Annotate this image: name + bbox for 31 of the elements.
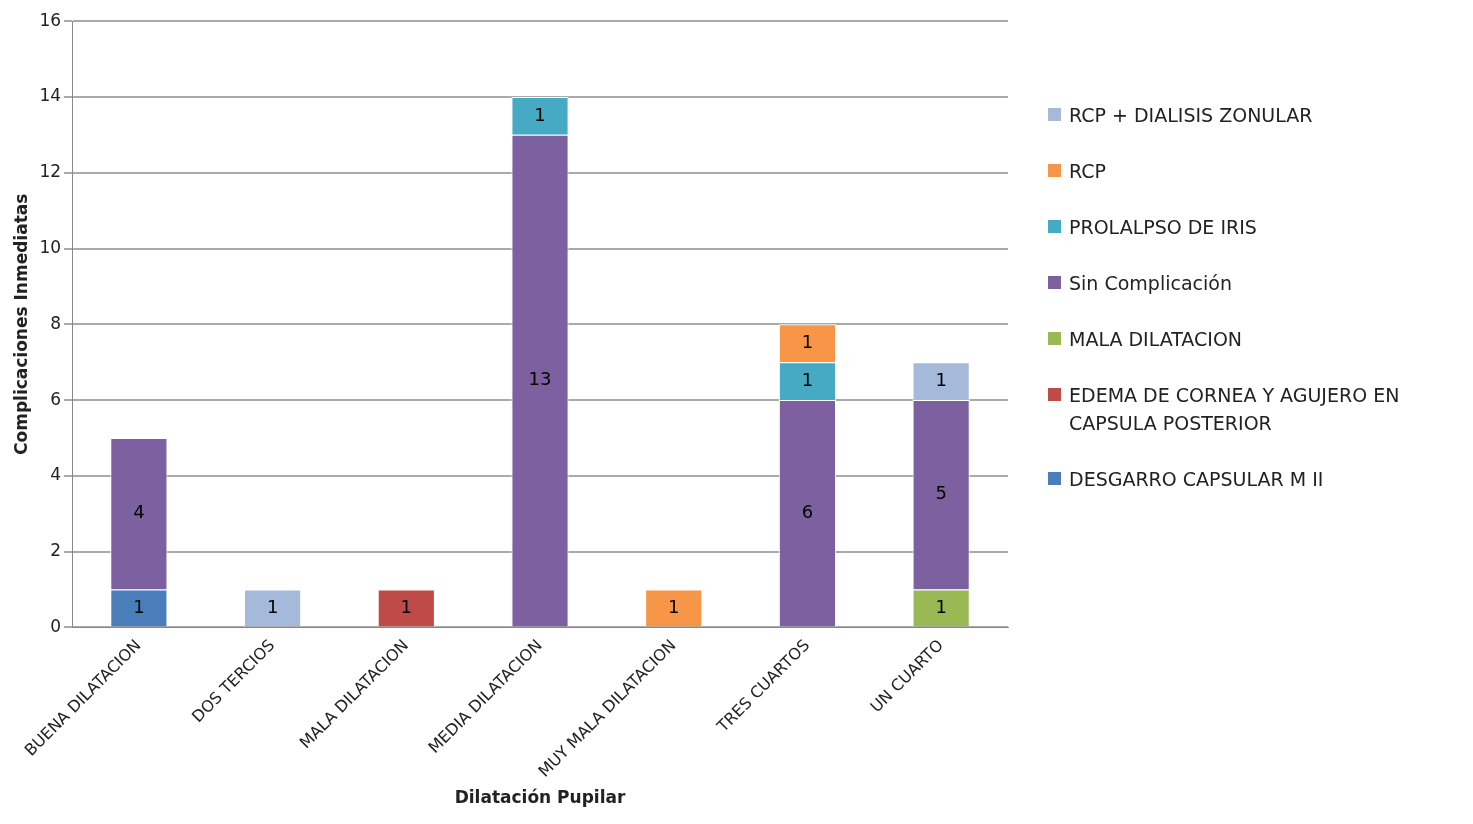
- data-label: 1: [935, 368, 947, 390]
- y-tick-label: 8: [50, 312, 62, 333]
- data-label: 1: [935, 595, 947, 617]
- data-label: 1: [266, 595, 279, 617]
- data-label: 1: [133, 595, 145, 617]
- data-label: 6: [801, 500, 814, 522]
- y-tick-label: 4: [50, 464, 62, 485]
- legend-label: RCP + DIALISIS ZONULAR: [1069, 102, 1313, 128]
- legend-label: PROLALPSO DE IRIS: [1069, 214, 1257, 240]
- y-tick-label: 0: [50, 615, 62, 636]
- legend-label: RCP: [1069, 158, 1106, 184]
- data-label: 1: [801, 368, 814, 390]
- data-label: 1: [801, 330, 814, 352]
- legend-label: EDEMA DE CORNEA Y AGUJERO EN CAPSULA POSTERIOR: [1069, 382, 1401, 436]
- x-axis-title: Dilatación Pupilar: [454, 787, 626, 808]
- data-label: 13: [528, 368, 552, 390]
- legend-label: DESGARRO CAPSULAR M II: [1069, 466, 1324, 492]
- data-label: 1: [400, 595, 413, 617]
- legend-label: MALA DILATACION: [1069, 326, 1243, 352]
- y-tick-label: 6: [50, 388, 62, 409]
- data-label: 5: [935, 482, 947, 504]
- data-label: 1: [534, 103, 546, 125]
- y-tick-label: 10: [39, 236, 62, 257]
- data-label: 1: [668, 595, 680, 617]
- y-tick-label: 16: [39, 9, 62, 30]
- y-tick-label: 14: [39, 85, 62, 106]
- legend-label: Sin Complicación: [1069, 270, 1232, 296]
- y-tick-label: 12: [39, 161, 62, 182]
- y-axis-title: Complicaciones Inmediatas: [10, 193, 31, 455]
- y-tick-label: 2: [50, 540, 62, 561]
- data-label: 4: [133, 501, 145, 523]
